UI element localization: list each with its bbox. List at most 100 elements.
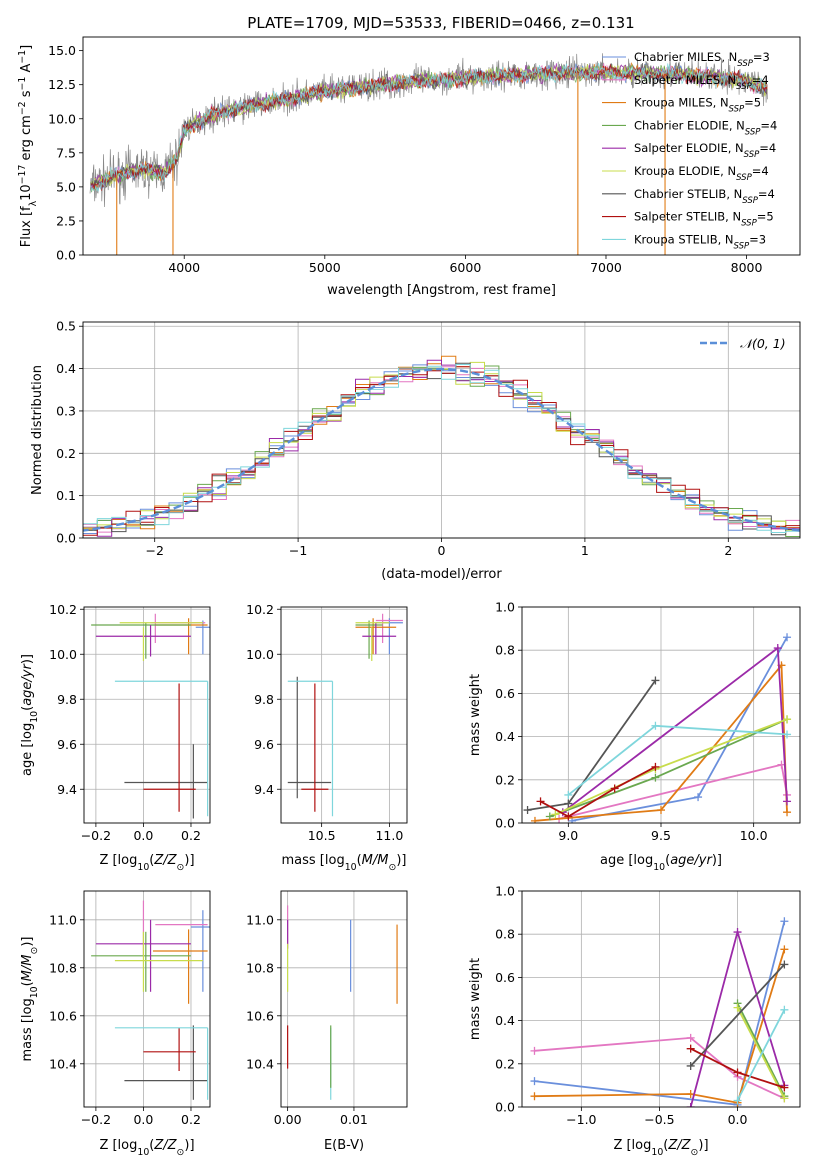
y-tick-label: 0.0	[56, 531, 76, 546]
y-axis-label: mass weight	[468, 674, 483, 756]
y-tick-label: 10.8	[246, 960, 274, 975]
x-tick-label: 0.2	[181, 1112, 201, 1127]
x-tick-label: 0	[438, 543, 446, 558]
legend-entry: Salpeter MILES, NSSP=4	[634, 73, 769, 92]
y-tick-label: 0.8	[495, 643, 515, 658]
legend: Chabrier MILES, NSSP=3 Salpeter MILES, NS…	[602, 50, 777, 251]
data-point	[783, 730, 792, 739]
data-point	[780, 1083, 789, 1092]
data-point	[610, 784, 619, 793]
y-axis-label: mass weight	[468, 958, 483, 1040]
data-point	[733, 1003, 742, 1012]
y-tick-label: 9.8	[57, 692, 77, 707]
gaussian-curve	[83, 367, 800, 532]
data-point	[530, 1077, 539, 1086]
data-point	[545, 812, 554, 821]
x-axis-label: Z [log10(Z/Z⊙)]	[613, 1138, 708, 1158]
model-line-kroupa-stelib	[90, 62, 768, 192]
data-point	[783, 715, 792, 724]
series-line	[534, 1036, 785, 1100]
data-point	[733, 928, 742, 937]
data-point	[686, 1044, 695, 1053]
data-point	[780, 1094, 789, 1103]
x-tick-label: 0.00	[274, 1112, 302, 1127]
data-point	[530, 1092, 539, 1101]
y-axis-label: Flux [fλ10−17 erg cm−2 s−1 A−1]	[17, 45, 39, 247]
y-tick-label: 10.4	[49, 1056, 77, 1071]
data-point	[536, 797, 545, 806]
data-point	[773, 644, 782, 653]
y-tick-label: 0.5	[56, 319, 76, 334]
series-line	[736, 1009, 786, 1101]
data-point	[551, 810, 560, 819]
legend-entry: Chabrier STELIB, NSSP=4	[634, 187, 775, 206]
y-tick-label: 0.0	[495, 1100, 515, 1115]
y-tick-label: 0.1	[56, 488, 76, 503]
y-tick-label: 9.6	[57, 737, 77, 752]
data-point	[657, 806, 665, 815]
legend-entry: Kroupa MILES, NSSP=5	[634, 96, 761, 115]
plot-area	[91, 613, 210, 819]
plot-area	[91, 900, 210, 1100]
axes-frame	[83, 890, 211, 1108]
data-point	[783, 808, 792, 817]
plot-area	[287, 905, 398, 1100]
series-line	[558, 763, 788, 820]
y-tick-label: 0.2	[495, 772, 515, 787]
x-tick-label: 0.0	[728, 1112, 748, 1127]
data-point	[783, 797, 792, 806]
axes-frame	[521, 890, 801, 1108]
x-tick-label: 8000	[731, 260, 763, 275]
y-tick-label: 10.0	[48, 111, 76, 126]
legend-entry: Salpeter STELIB, NSSP=5	[634, 210, 774, 229]
axes-frame	[82, 321, 801, 539]
axes-frame	[83, 606, 211, 824]
x-tick-label: 11.0	[375, 828, 403, 843]
panel-mass-Z: −0.2 0.0 0.2 10.4 10.6 10.8 11.0 Z [log10(Z/Z⊙)…	[20, 890, 211, 1158]
data-point	[780, 945, 789, 954]
y-tick-label: 9.8	[254, 692, 274, 707]
x-axis-label: E(B-V)	[324, 1138, 364, 1153]
data-point	[523, 806, 532, 815]
y-tick-label: 10.6	[246, 1008, 274, 1023]
panel-weight-age: 9.0 9.5 10.0 0.0 0.2 0.4 0.6 0.8 1.0 mass weight a…	[468, 600, 801, 873]
panel-mass-ebv: 0.00 0.01 10.4 10.6 10.8 11.0 E(B-V)	[246, 890, 408, 1153]
data-point	[651, 676, 660, 685]
x-axis-label: age [log10(age/yr)]	[600, 853, 722, 873]
x-tick-label: −0.2	[81, 1112, 111, 1127]
x-tick-label: 1	[581, 543, 589, 558]
legend-entry: Chabrier ELODIE, NSSP=4	[634, 118, 777, 137]
data-point	[651, 762, 660, 771]
legend-entry: Kroupa ELODIE, NSSP=4	[634, 164, 769, 183]
x-tick-label: −1	[289, 543, 307, 558]
y-tick-label: 10.0	[49, 647, 77, 662]
y-tick-label: 2.5	[56, 213, 76, 228]
y-tick-label: 15.0	[48, 43, 76, 58]
y-tick-label: 10.2	[246, 602, 274, 617]
y-tick-label: 0.3	[56, 403, 76, 418]
x-tick-label: 5000	[309, 260, 341, 275]
series-line	[540, 766, 656, 818]
x-axis-label: mass [log10(M/M⊙)]	[282, 853, 407, 873]
data-point	[564, 790, 573, 799]
legend-entry: 𝒩(0, 1)	[740, 336, 786, 351]
plot-area	[530, 917, 789, 1107]
y-tick-label: 1.0	[495, 884, 515, 899]
y-tick-label: 0.4	[495, 1013, 515, 1028]
axes-frame	[82, 36, 801, 256]
x-tick-label: 0.0	[133, 828, 153, 843]
x-tick-label: 0.0	[133, 1112, 153, 1127]
data-point	[780, 1005, 789, 1014]
x-tick-label: 10.5	[308, 828, 336, 843]
y-axis-label: Normed distribution	[30, 365, 45, 495]
panel-age-mass: 10.5 11.0 9.4 9.6 9.8 10.0 10.2 mass [log10(M/M…	[246, 602, 408, 873]
x-tick-label: 4000	[168, 260, 200, 275]
x-tick-label: −0.5	[644, 1112, 674, 1127]
y-tick-label: 10.6	[49, 1008, 77, 1023]
y-axis-label: age [log10(age/yr)]	[20, 654, 40, 776]
x-tick-label: −2	[145, 543, 163, 558]
legend-entry: Kroupa STELIB, NSSP=3	[634, 232, 766, 251]
x-tick-label: 7000	[590, 260, 622, 275]
x-axis-label: wavelength [Angstrom, rest frame]	[327, 283, 556, 298]
data-point	[564, 812, 573, 821]
